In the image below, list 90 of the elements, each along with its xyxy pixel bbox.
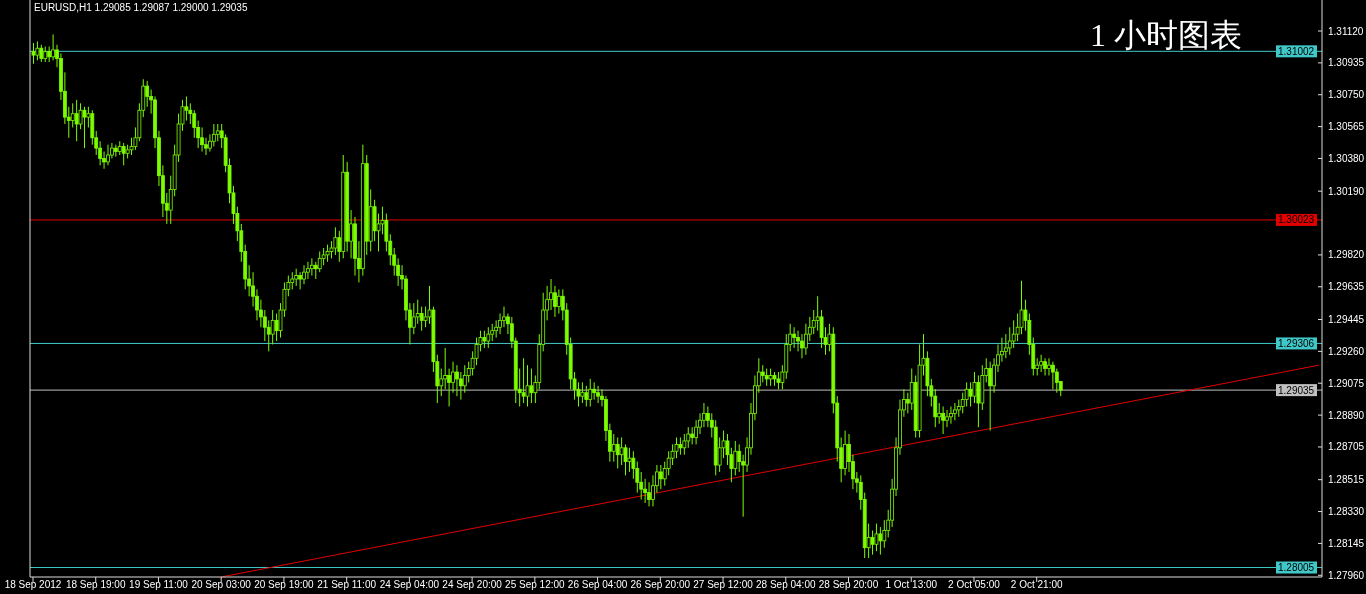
ref-line-label: 1.28005	[1278, 562, 1315, 574]
x-tick-label: 26 Sep 04:00	[567, 579, 628, 590]
x-tick-label: 2 Oct 21:00	[1010, 579, 1063, 590]
candlestick	[976, 374, 981, 428]
candlestick	[184, 95, 189, 122]
candlestick	[647, 481, 651, 507]
candlestick	[521, 357, 526, 404]
candlestick	[266, 319, 271, 352]
x-tick-label: 26 Sep 20:00	[630, 579, 691, 590]
candlestick	[968, 381, 973, 407]
y-tick-label: 1.30190	[1328, 185, 1365, 197]
candlestick	[874, 523, 879, 552]
x-tick-label: 24 Sep 20:00	[442, 579, 503, 590]
candlestick	[878, 526, 883, 556]
y-tick-label: 1.29820	[1328, 249, 1365, 261]
candlestick	[870, 530, 875, 556]
candlestick	[1047, 357, 1051, 376]
candlestick	[1039, 354, 1044, 373]
candlestick	[556, 288, 561, 314]
candlestick	[309, 257, 314, 277]
candlestick	[333, 226, 338, 256]
x-tick-label: 28 Sep 04:00	[756, 579, 816, 590]
x-tick-label: 21 Sep 11:00	[317, 579, 377, 590]
candlestick	[1043, 357, 1047, 376]
x-tick-label: 18 Sep 19:00	[65, 579, 126, 590]
candlestick	[596, 385, 600, 404]
chart-title: EURUSD,H1 1.29085 1.29087 1.29000 1.29035	[34, 2, 248, 13]
candlestick	[952, 402, 957, 421]
candlestick	[51, 33, 55, 61]
candlestick	[411, 302, 416, 335]
x-tick-label: 27 Sep 12:00	[693, 579, 754, 590]
candlestick	[584, 385, 589, 407]
x-tick-label: 19 Sep 11:00	[129, 579, 189, 590]
y-tick-label: 1.29445	[1328, 314, 1365, 325]
candlestick	[106, 144, 110, 166]
candlestick	[419, 306, 424, 332]
ref-line-label: 1.30023	[1278, 214, 1315, 226]
x-tick-label: 25 Sep 12:00	[505, 579, 566, 590]
candlestick	[945, 409, 949, 428]
candlestick	[972, 371, 977, 404]
candlestick	[274, 312, 279, 342]
candlestick	[949, 405, 953, 425]
candlestick	[619, 436, 624, 466]
x-tick-label: 2 Oct 05:00	[948, 579, 1001, 590]
y-tick-label: 1.30565	[1328, 121, 1365, 133]
candlestick	[800, 333, 804, 359]
candlestick	[682, 433, 687, 456]
x-tick-label: 20 Sep 03:00	[191, 579, 252, 590]
candlestick	[737, 443, 742, 473]
candlestick	[82, 106, 87, 149]
candlestick	[455, 364, 459, 397]
candlestick	[415, 299, 420, 325]
candlestick	[1050, 361, 1055, 390]
y-tick-label: 1.28515	[1328, 474, 1365, 486]
y-tick-label: 1.29635	[1328, 281, 1365, 293]
y-tick-label: 1.29260	[1328, 345, 1365, 357]
candlestick	[580, 381, 585, 404]
candlestick	[611, 433, 616, 463]
y-tick-label: 1.28705	[1328, 441, 1365, 453]
y-tick-label: 1.28145	[1328, 537, 1365, 549]
candlestick	[529, 368, 534, 404]
candlestick	[306, 261, 310, 280]
candlestick	[658, 464, 663, 490]
candlestick	[627, 447, 632, 473]
x-tick-label: 18 Sep 2012	[4, 579, 62, 590]
y-tick-label: 1.28330	[1328, 506, 1365, 518]
ref-line-label: 1.29035	[1278, 384, 1315, 396]
y-tick-label: 1.29075	[1328, 377, 1365, 389]
annotation: 1 小时图表	[1090, 17, 1242, 53]
y-tick-label: 1.28890	[1328, 409, 1365, 421]
candlestick	[792, 326, 797, 349]
candlestick	[988, 361, 993, 432]
candlestick	[31, 42, 36, 65]
candlestick	[298, 271, 303, 290]
ref-line-label: 1.31002	[1278, 45, 1315, 57]
y-tick-label: 1.31120	[1328, 25, 1364, 37]
x-tick-label: 1 Oct 13:00	[885, 579, 938, 590]
candlestick	[486, 326, 491, 349]
y-tick-label: 1.30380	[1328, 152, 1365, 164]
x-tick-label: 28 Sep 20:00	[818, 579, 879, 590]
candlestick	[941, 405, 946, 435]
candlestick	[317, 250, 322, 273]
candlestick	[302, 264, 306, 285]
y-tick-label: 1.30750	[1328, 89, 1365, 101]
y-tick-label: 1.27960	[1328, 569, 1365, 581]
x-tick-label: 20 Sep 19:00	[254, 579, 315, 590]
y-tick-label: 1.30935	[1328, 57, 1365, 69]
x-tick-label: 24 Sep 04:00	[379, 579, 440, 590]
ref-line-label: 1.29306	[1278, 337, 1315, 349]
candlestick	[74, 99, 79, 142]
